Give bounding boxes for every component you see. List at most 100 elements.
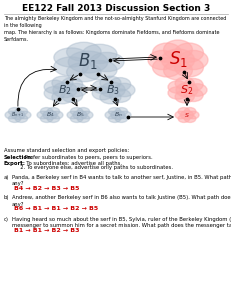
Text: B1 → B1 → B2 → B3: B1 → B1 → B2 → B3 <box>14 227 79 232</box>
Ellipse shape <box>47 108 59 115</box>
Ellipse shape <box>174 77 193 90</box>
Ellipse shape <box>92 86 113 100</box>
Ellipse shape <box>109 78 130 91</box>
Text: c): c) <box>4 217 9 221</box>
Ellipse shape <box>15 108 27 115</box>
Ellipse shape <box>174 111 186 119</box>
Ellipse shape <box>115 115 127 122</box>
Text: $B_2$: $B_2$ <box>58 83 72 97</box>
Ellipse shape <box>8 115 21 122</box>
Text: Having heard so much about the serf in B5, Sylvia, ruler of the Berkeley Kingdom: Having heard so much about the serf in B… <box>12 217 231 228</box>
Ellipse shape <box>52 76 73 90</box>
Ellipse shape <box>50 111 63 119</box>
Text: b): b) <box>4 196 9 200</box>
Point <box>109 80 112 84</box>
Ellipse shape <box>82 44 116 64</box>
Text: The almighty Berkeley Kingdom and the not-so-almighty Stanfurd Kingdom are conne: The almighty Berkeley Kingdom and the no… <box>4 16 225 42</box>
Ellipse shape <box>66 83 87 97</box>
Ellipse shape <box>110 111 125 119</box>
Point <box>76 87 79 92</box>
Ellipse shape <box>100 90 121 104</box>
Ellipse shape <box>66 42 101 62</box>
Ellipse shape <box>184 108 195 115</box>
Point <box>181 70 185 74</box>
Ellipse shape <box>167 81 186 93</box>
Text: $B_n$: $B_n$ <box>113 111 122 119</box>
Ellipse shape <box>177 115 189 122</box>
Point <box>113 97 116 101</box>
Ellipse shape <box>67 111 79 119</box>
Ellipse shape <box>18 111 31 119</box>
Ellipse shape <box>82 61 116 80</box>
Ellipse shape <box>40 115 53 122</box>
Ellipse shape <box>183 79 202 91</box>
Text: Selection:: Selection: <box>4 155 34 160</box>
Point <box>96 72 99 76</box>
Ellipse shape <box>61 89 82 102</box>
Ellipse shape <box>183 89 202 101</box>
Point <box>57 97 61 101</box>
Ellipse shape <box>100 76 121 90</box>
Ellipse shape <box>174 58 203 77</box>
Ellipse shape <box>108 115 120 122</box>
Text: Assume standard selection and export policies:: Assume standard selection and export pol… <box>4 148 129 153</box>
Ellipse shape <box>184 115 195 122</box>
Ellipse shape <box>54 57 88 76</box>
Ellipse shape <box>11 111 25 119</box>
Text: 2. To everyone else, advertise only paths to subordinates.: 2. To everyone else, advertise only path… <box>4 166 172 170</box>
Text: $B_4$: $B_4$ <box>46 111 54 119</box>
Ellipse shape <box>80 111 93 119</box>
Point <box>184 97 188 101</box>
Ellipse shape <box>187 84 206 96</box>
Ellipse shape <box>92 80 113 94</box>
Text: Andrew, another Berkeley serf in B6 also wants to talk Justine (B5). What path d: Andrew, another Berkeley serf in B6 also… <box>12 196 231 207</box>
Ellipse shape <box>174 90 193 103</box>
Text: $B_{n+1}$: $B_{n+1}$ <box>11 111 25 119</box>
Text: $B_3$: $B_3$ <box>106 83 119 97</box>
Text: Export:: Export: <box>4 160 26 166</box>
Ellipse shape <box>115 108 127 115</box>
Text: B4 → B2 → B3 → B5: B4 → B2 → B3 → B5 <box>14 185 79 190</box>
Point <box>71 97 75 101</box>
Ellipse shape <box>54 48 88 67</box>
Ellipse shape <box>40 108 53 115</box>
Ellipse shape <box>147 50 176 70</box>
Ellipse shape <box>89 52 123 72</box>
Ellipse shape <box>163 61 191 80</box>
Ellipse shape <box>52 90 73 104</box>
Point <box>108 58 111 62</box>
Ellipse shape <box>77 108 89 115</box>
Ellipse shape <box>43 111 57 119</box>
Ellipse shape <box>161 49 194 71</box>
Ellipse shape <box>100 82 125 98</box>
Ellipse shape <box>70 108 82 115</box>
Ellipse shape <box>15 115 27 122</box>
Ellipse shape <box>37 111 49 119</box>
Ellipse shape <box>44 80 65 94</box>
Text: Prefer subordinates to peers, peers to superiors.: Prefer subordinates to peers, peers to s… <box>23 155 152 160</box>
Point <box>78 72 82 76</box>
Ellipse shape <box>66 62 101 82</box>
Ellipse shape <box>53 82 77 98</box>
Ellipse shape <box>180 111 193 119</box>
Point <box>98 87 101 92</box>
Ellipse shape <box>5 111 17 119</box>
Ellipse shape <box>174 43 203 62</box>
Ellipse shape <box>73 111 87 119</box>
Ellipse shape <box>68 51 107 73</box>
Ellipse shape <box>152 58 181 77</box>
Point <box>16 106 20 111</box>
Ellipse shape <box>187 111 198 119</box>
Ellipse shape <box>44 86 65 100</box>
Ellipse shape <box>109 89 130 102</box>
Text: $B_1$: $B_1$ <box>78 51 97 71</box>
Ellipse shape <box>105 111 117 119</box>
Ellipse shape <box>61 78 82 91</box>
Point <box>158 56 161 60</box>
Ellipse shape <box>8 108 21 115</box>
Ellipse shape <box>70 115 82 122</box>
Ellipse shape <box>108 108 120 115</box>
Text: B6 → B1 → B1 → B2 → B5: B6 → B1 → B1 → B2 → B5 <box>14 206 98 211</box>
Text: $S_1$: $S_1$ <box>168 49 187 69</box>
Ellipse shape <box>152 43 181 62</box>
